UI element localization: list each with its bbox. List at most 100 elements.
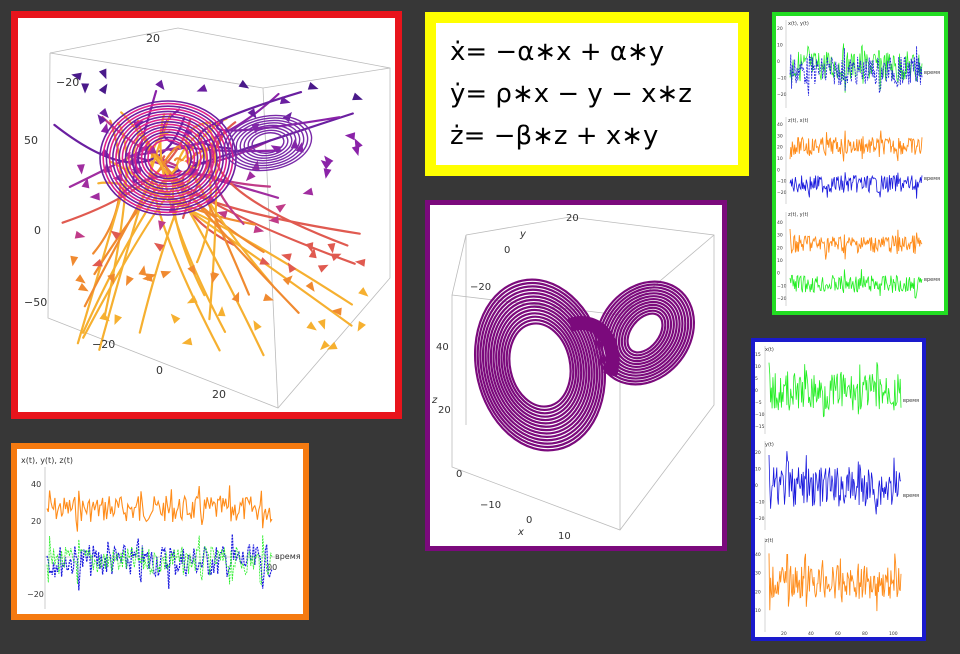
streamline bbox=[82, 163, 200, 339]
subplot-label: x(t) bbox=[765, 347, 774, 353]
attractor-loop-right bbox=[617, 303, 673, 363]
axis-tick: 20 bbox=[755, 450, 761, 456]
vector-arrow bbox=[71, 72, 82, 81]
swirl-orbit bbox=[121, 118, 215, 198]
vector-arrow bbox=[307, 82, 319, 90]
vector-tick: 0 bbox=[34, 224, 41, 237]
vector-arrow bbox=[354, 258, 366, 267]
axis-tick: −20 bbox=[27, 590, 44, 599]
vector-arrow bbox=[306, 321, 317, 331]
axis-tick: −10 bbox=[755, 500, 765, 506]
attractor-loop-right bbox=[615, 300, 675, 366]
vector-arrow bbox=[295, 142, 304, 153]
vector-arrow bbox=[97, 114, 107, 125]
attractor-tick: 0 bbox=[504, 245, 510, 256]
attractor-loop-left bbox=[489, 298, 591, 432]
attractor-axis-label: z bbox=[431, 395, 438, 406]
vector-tick: 20 bbox=[212, 388, 226, 401]
axis-tick: 30 bbox=[777, 133, 783, 139]
swirl-orbit bbox=[115, 113, 221, 203]
vector-arrow bbox=[138, 265, 147, 276]
vector-arrow bbox=[263, 293, 274, 302]
attractor-loop-right bbox=[626, 312, 664, 354]
axis-tick: 10 bbox=[755, 467, 761, 473]
vector-arrow bbox=[210, 273, 219, 284]
vector-arrow bbox=[114, 314, 123, 326]
vector-arrow bbox=[247, 108, 257, 119]
axis-tick: −10 bbox=[777, 76, 787, 82]
attractor-loop-right bbox=[623, 309, 667, 357]
vector-arrow bbox=[98, 68, 107, 80]
attractor-loop-left bbox=[492, 302, 588, 428]
timeseries-panel-orange: x(t), y(t), z(t) 40 20 −20 время 00 bbox=[11, 443, 309, 620]
axis-tick: 20 bbox=[777, 245, 783, 251]
attractor-loop-left bbox=[500, 312, 580, 418]
swirl-orbit bbox=[247, 129, 289, 157]
attractor-axis-label: y bbox=[519, 229, 527, 240]
axis-tick: 40 bbox=[755, 552, 761, 558]
swirl-orbit bbox=[235, 122, 301, 164]
swirl-center bbox=[178, 161, 188, 171]
axis-tick: 40 bbox=[777, 220, 783, 226]
attractor-loop-right bbox=[620, 306, 670, 360]
axis-tick: −15 bbox=[755, 424, 765, 430]
vector-arrow bbox=[153, 242, 165, 252]
timeseries-panel-blue: x(t) y(t) z(t) время время 15 10 5 0 −5 −10 −1… bbox=[751, 338, 926, 641]
swirl-orbit bbox=[131, 126, 205, 190]
series-y-line bbox=[46, 534, 273, 591]
subplot-label: y(t) bbox=[765, 442, 774, 448]
vector-arrow bbox=[323, 168, 332, 179]
attractor-tick: 0 bbox=[526, 515, 532, 526]
attractor-tick: −20 bbox=[470, 282, 491, 293]
attractor-loop-left bbox=[503, 315, 577, 415]
vector-tick: −20 bbox=[92, 338, 115, 351]
swirl-orbit bbox=[251, 132, 285, 154]
attractor-loop-right bbox=[594, 280, 696, 386]
vector-arrow bbox=[305, 242, 314, 253]
timeseries-stack-green: x(t), y(t) z(t), x(t) z(t), y(t) время в… bbox=[777, 20, 940, 306]
vector-arrow bbox=[99, 312, 110, 322]
axis-tick: 10 bbox=[755, 608, 761, 614]
vector-arrow bbox=[253, 225, 265, 234]
attractor-loop-left bbox=[508, 322, 572, 408]
axis-tick: −5 bbox=[755, 400, 762, 406]
vector-arrow bbox=[327, 242, 336, 254]
vector-arrow bbox=[331, 307, 342, 316]
streamline bbox=[182, 131, 226, 219]
vector-arrow bbox=[302, 187, 314, 196]
vector-arrow bbox=[196, 84, 208, 92]
series-x-line bbox=[46, 535, 273, 586]
vector-arrow bbox=[245, 171, 256, 182]
series-z-line bbox=[789, 228, 923, 260]
attractor-loop-right bbox=[612, 298, 678, 368]
attractor-tick: 40 bbox=[436, 342, 449, 353]
axis-label: время bbox=[924, 70, 940, 76]
swirl-orbit bbox=[124, 121, 212, 196]
swirl-orbit bbox=[112, 110, 225, 206]
axis-tick: 10 bbox=[777, 43, 783, 49]
swirl-orbit bbox=[243, 127, 293, 159]
swirl-orbit bbox=[118, 115, 218, 201]
timeseries-stack-blue: x(t) y(t) z(t) время время 15 10 5 0 −5 −10 −1… bbox=[755, 346, 919, 637]
axis-tick: 10 bbox=[777, 258, 783, 264]
streamline bbox=[68, 144, 152, 188]
swirl-orbit bbox=[137, 131, 199, 185]
vector-arrow bbox=[107, 273, 115, 285]
axis-tick: 10 bbox=[755, 364, 761, 370]
subplot-label: z(t) bbox=[765, 538, 774, 544]
series-z-line bbox=[768, 553, 902, 612]
vector-arrow bbox=[330, 253, 342, 262]
axis-tick: 20 bbox=[31, 517, 41, 526]
vector-arrow bbox=[158, 220, 166, 231]
vector-arrow bbox=[231, 291, 240, 303]
vector-arrow bbox=[216, 210, 228, 219]
attractor-loop-left bbox=[505, 318, 575, 412]
vector-tick: −50 bbox=[24, 296, 47, 309]
axis-tick: 20 bbox=[777, 26, 783, 32]
vector-arrow bbox=[305, 281, 315, 292]
swirl-orbit bbox=[239, 124, 297, 162]
vector-arrow bbox=[281, 253, 292, 262]
vector-arrow bbox=[160, 270, 172, 279]
vector-arrow bbox=[145, 273, 157, 282]
vector-arrow bbox=[253, 320, 262, 331]
